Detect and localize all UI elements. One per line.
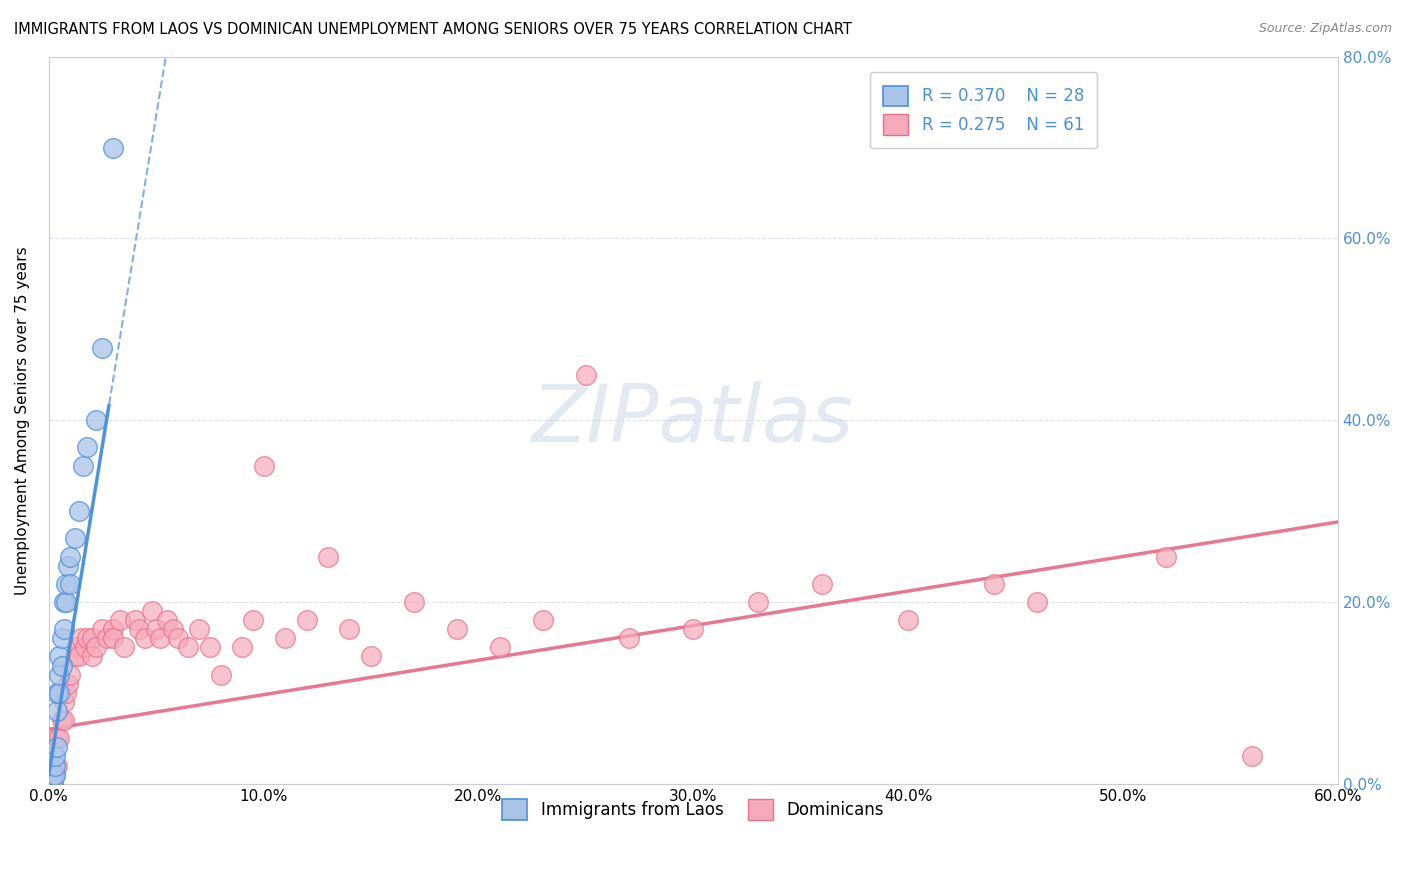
Point — [188, 622, 211, 636]
Point — [811, 576, 834, 591]
Point — [42, 767, 65, 781]
Point — [198, 640, 221, 655]
Point — [162, 622, 184, 636]
Point — [1025, 595, 1047, 609]
Point — [983, 576, 1005, 591]
Point — [56, 558, 79, 573]
Point — [44, 758, 66, 772]
Point — [80, 632, 103, 646]
Point — [1154, 549, 1177, 564]
Point — [446, 622, 468, 636]
Point — [103, 632, 125, 646]
Point — [1240, 749, 1263, 764]
Point — [108, 613, 131, 627]
Point — [149, 632, 172, 646]
Point — [112, 640, 135, 655]
Text: ZIPatlas: ZIPatlas — [531, 381, 855, 459]
Point — [52, 622, 75, 636]
Point — [295, 613, 318, 627]
Point — [51, 713, 73, 727]
Point — [48, 649, 70, 664]
Point — [51, 658, 73, 673]
Y-axis label: Unemployment Among Seniors over 75 years: Unemployment Among Seniors over 75 years — [15, 246, 30, 595]
Point — [75, 640, 97, 655]
Point — [66, 640, 89, 655]
Point — [55, 576, 77, 591]
Point — [52, 695, 75, 709]
Point — [360, 649, 382, 664]
Point — [46, 731, 69, 746]
Point — [128, 622, 150, 636]
Point — [44, 749, 66, 764]
Legend: Immigrants from Laos, Dominicans: Immigrants from Laos, Dominicans — [495, 793, 891, 826]
Point — [897, 613, 920, 627]
Point — [402, 595, 425, 609]
Point — [166, 632, 188, 646]
Point — [52, 595, 75, 609]
Point — [252, 458, 274, 473]
Point — [59, 549, 82, 564]
Point — [84, 413, 107, 427]
Point — [76, 632, 98, 646]
Point — [91, 622, 114, 636]
Point — [91, 341, 114, 355]
Point — [67, 504, 90, 518]
Point — [316, 549, 339, 564]
Point — [48, 667, 70, 681]
Point — [209, 667, 232, 681]
Point — [84, 640, 107, 655]
Point — [44, 767, 66, 781]
Point — [124, 613, 146, 627]
Point — [177, 640, 200, 655]
Point — [55, 686, 77, 700]
Point — [67, 649, 90, 664]
Point — [59, 576, 82, 591]
Point — [51, 632, 73, 646]
Point — [134, 632, 156, 646]
Point — [44, 767, 66, 781]
Point — [141, 604, 163, 618]
Point — [46, 758, 69, 772]
Point — [96, 632, 118, 646]
Point — [80, 649, 103, 664]
Point — [48, 731, 70, 746]
Point — [56, 677, 79, 691]
Point — [231, 640, 253, 655]
Point — [103, 140, 125, 154]
Point — [747, 595, 769, 609]
Point — [156, 613, 179, 627]
Point — [489, 640, 512, 655]
Point — [52, 713, 75, 727]
Point — [46, 740, 69, 755]
Point — [46, 686, 69, 700]
Point — [274, 632, 297, 646]
Point — [63, 532, 86, 546]
Point — [39, 777, 62, 791]
Point — [42, 777, 65, 791]
Point — [617, 632, 640, 646]
Point — [76, 441, 98, 455]
Point — [242, 613, 264, 627]
Point — [70, 632, 93, 646]
Point — [46, 704, 69, 718]
Text: IMMIGRANTS FROM LAOS VS DOMINICAN UNEMPLOYMENT AMONG SENIORS OVER 75 YEARS CORRE: IMMIGRANTS FROM LAOS VS DOMINICAN UNEMPL… — [14, 22, 852, 37]
Point — [531, 613, 554, 627]
Point — [42, 777, 65, 791]
Point — [682, 622, 704, 636]
Point — [339, 622, 361, 636]
Text: Source: ZipAtlas.com: Source: ZipAtlas.com — [1258, 22, 1392, 36]
Point — [575, 368, 598, 382]
Point — [55, 595, 77, 609]
Point — [72, 458, 94, 473]
Point — [63, 649, 86, 664]
Point — [103, 622, 125, 636]
Point — [145, 622, 167, 636]
Point — [48, 686, 70, 700]
Point — [59, 667, 82, 681]
